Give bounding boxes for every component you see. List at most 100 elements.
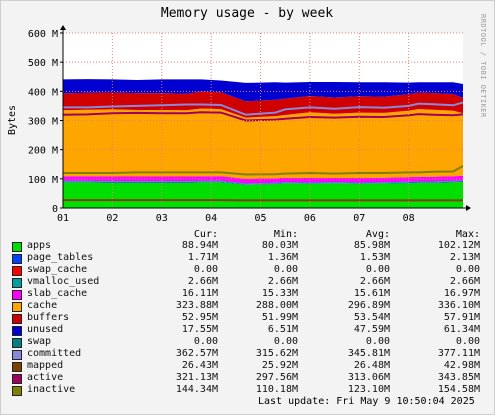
last-update: Last update: Fri May 9 10:50:04 2025 <box>258 396 475 407</box>
legend-value-max: 377.11M <box>437 348 480 359</box>
legend-row-slab_cache: slab_cache 16.11M 15.33M 15.61M 16.97M <box>12 288 482 301</box>
legend-value-cur: 26.43M <box>181 360 218 371</box>
legend-value-max: 2.66M <box>449 276 480 287</box>
legend-swatch <box>12 290 22 300</box>
legend-value-min: 0.00 <box>273 264 298 275</box>
x-axis: 01 02 03 04 05 06 07 08 <box>57 213 415 224</box>
legend-value-avg: 0.00 <box>365 336 390 347</box>
y-tick-label: 200 M <box>28 146 58 157</box>
x-tick-label: 05 <box>255 213 267 224</box>
y-tick-label: 600 M <box>28 29 58 40</box>
y-tick-label: 300 M <box>28 117 58 128</box>
column-header-cur: Cur: <box>193 229 218 240</box>
x-tick-label: 08 <box>403 213 415 224</box>
line-inactive <box>63 165 464 176</box>
x-tick-label: 07 <box>353 213 365 224</box>
area-apps <box>63 182 463 208</box>
legend-value-max: 154.58M <box>437 384 480 395</box>
legend-value-cur: 16.11M <box>181 288 218 299</box>
legend-value-min: 15.33M <box>261 288 298 299</box>
legend-swatch <box>12 314 22 324</box>
legend-label: inactive <box>27 384 76 395</box>
legend-label: swap_cache <box>27 264 88 275</box>
legend-row-swap_cache: swap_cache 0.00 0.00 0.00 0.00 <box>12 264 482 277</box>
x-tick-label: 03 <box>156 213 168 224</box>
legend-value-max: 42.98M <box>443 360 480 371</box>
legend-swatch <box>12 338 22 348</box>
legend-value-min: 315.62M <box>255 348 298 359</box>
line-active <box>62 111 464 122</box>
x-tick-label: 01 <box>57 213 69 224</box>
y-tick-label: 0 <box>52 204 58 215</box>
legend-value-avg: 47.59M <box>353 324 390 335</box>
legend-value-max: 16.97M <box>443 288 480 299</box>
legend-value-min: 80.03M <box>261 240 298 251</box>
legend-value-avg: 85.98M <box>353 240 390 251</box>
legend-value-avg: 53.54M <box>353 312 390 323</box>
legend-value-min: 2.66M <box>267 276 298 287</box>
legend-value-cur: 323.88M <box>175 300 218 311</box>
area-unused <box>63 79 463 102</box>
legend-value-cur: 144.34M <box>175 384 218 395</box>
x-tick-label: 02 <box>106 213 118 224</box>
legend-value-max: 0.00 <box>455 336 480 347</box>
legend-row-unused: unused 17.55M 6.51M 47.59M 61.34M <box>12 324 482 337</box>
legend-value-min: 110.18M <box>255 384 298 395</box>
legend-value-avg: 345.81M <box>347 348 390 359</box>
legend-value-cur: 88.94M <box>181 240 218 251</box>
legend-value-avg: 313.06M <box>347 372 390 383</box>
legend-value-cur: 17.55M <box>181 324 218 335</box>
legend-swatch <box>12 242 22 252</box>
legend-label: buffers <box>27 312 70 323</box>
legend-value-cur: 52.95M <box>181 312 218 323</box>
line-layers <box>62 101 464 202</box>
legend-value-min: 51.99M <box>261 312 298 323</box>
legend-swatch <box>12 374 22 384</box>
legend-row-apps: apps 88.94M 80.03M 85.98M 102.12M <box>12 240 482 253</box>
legend-label: cache <box>27 300 58 311</box>
legend-value-cur: 1.71M <box>187 252 218 263</box>
area-buffers <box>63 91 463 118</box>
legend-value-min: 288.00M <box>255 300 298 311</box>
legend-label: apps <box>27 240 52 251</box>
area-page_tables <box>63 181 463 185</box>
legend-value-cur: 321.13M <box>175 372 218 383</box>
legend-value-max: 57.91M <box>443 312 480 323</box>
legend-value-max: 61.34M <box>443 324 480 335</box>
legend-value-min: 1.36M <box>267 252 298 263</box>
legend-value-min: 297.56M <box>255 372 298 383</box>
x-tick-label: 04 <box>205 213 217 224</box>
legend-row-vmalloc_used: vmalloc_used 2.66M 2.66M 2.66M 2.66M <box>12 276 482 289</box>
legend-value-avg: 2.66M <box>359 276 390 287</box>
legend-row-page_tables: page_tables 1.71M 1.36M 1.53M 2.13M <box>12 252 482 265</box>
legend-label: page_tables <box>27 252 94 263</box>
x-axis-arrow-icon <box>466 205 471 211</box>
y-axis-arrow-icon <box>60 25 66 30</box>
column-header-avg: Avg: <box>365 229 390 240</box>
legend-swatch <box>12 266 22 276</box>
legend-swatch <box>12 302 22 312</box>
y-tick-label: 400 M <box>28 87 58 98</box>
legend-row-buffers: buffers 52.95M 51.99M 53.54M 57.91M <box>12 312 482 325</box>
y-axis: 0 100 M 200 M 300 M 400 M 500 M 600 M <box>28 29 63 215</box>
area-cache <box>63 108 463 179</box>
legend-label: committed <box>27 348 82 359</box>
legend-value-max: 0.00 <box>455 264 480 275</box>
legend-value-avg: 123.10M <box>347 384 390 395</box>
legend-value-max: 2.13M <box>449 252 480 263</box>
column-header-min: Min: <box>273 229 298 240</box>
legend-value-avg: 26.48M <box>353 360 390 371</box>
legend-label: vmalloc_used <box>27 276 100 287</box>
legend-row-mapped: mapped 26.43M 25.92M 26.48M 42.98M <box>12 360 482 373</box>
legend-value-avg: 296.89M <box>347 300 390 311</box>
legend-value-max: 343.85M <box>437 372 480 383</box>
legend-value-cur: 0.00 <box>193 264 218 275</box>
legend-value-cur: 362.57M <box>175 348 218 359</box>
grid <box>62 32 463 208</box>
legend-swatch <box>12 386 22 396</box>
legend-value-max: 102.12M <box>437 240 480 251</box>
legend-row-cache: cache 323.88M 288.00M 296.89M 336.10M <box>12 300 482 313</box>
y-tick-label: 100 M <box>28 175 58 186</box>
legend-value-cur: 2.66M <box>187 276 218 287</box>
legend-swatch <box>12 254 22 264</box>
